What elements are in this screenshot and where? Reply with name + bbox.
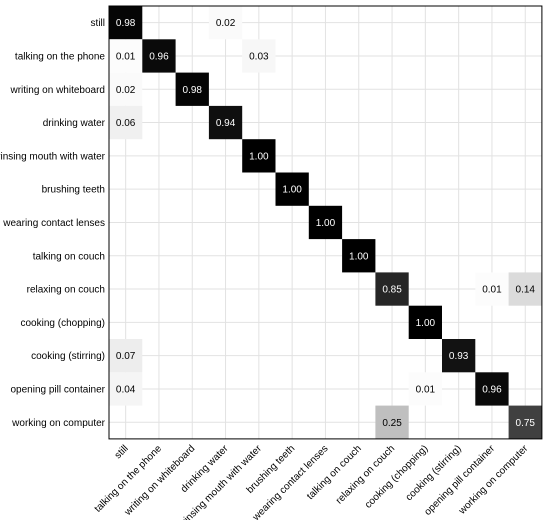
cell-value-label: 0.98 bbox=[116, 18, 136, 29]
cell-value-label: 1.00 bbox=[282, 185, 302, 196]
cell-value-label: 0.96 bbox=[149, 51, 169, 62]
heatmap-cell bbox=[242, 139, 276, 173]
heatmap-cell bbox=[109, 39, 143, 73]
cell-value-label: 1.00 bbox=[349, 251, 369, 262]
matrix-cells: 0.98 0.02 0.01 0.96 0.03 0.02 0.98 0.06 0.94 1.00… bbox=[109, 6, 542, 439]
cell-value-label: 0.06 bbox=[116, 118, 136, 129]
heatmap-cell bbox=[508, 272, 542, 306]
plot-frame bbox=[108, 5, 543, 440]
heatmap-cell bbox=[109, 339, 143, 373]
heatmap-cell bbox=[175, 72, 209, 106]
heatmap-cell bbox=[442, 339, 476, 373]
heatmap-cell bbox=[475, 272, 509, 306]
cell-value-label: 1.00 bbox=[316, 218, 336, 229]
cell-value-label: 0.01 bbox=[416, 384, 436, 395]
heatmap-cell bbox=[308, 205, 343, 240]
heatmap-cell bbox=[375, 272, 409, 306]
cell-value-label: 0.04 bbox=[116, 384, 136, 395]
heatmap-cell bbox=[375, 405, 409, 439]
heatmap-cell bbox=[109, 72, 143, 106]
cell-value-label: 0.85 bbox=[382, 285, 402, 296]
row-tick-label: rinsing mouth with water bbox=[0, 151, 106, 162]
cell-value-label: 1.00 bbox=[249, 151, 269, 162]
heatmap-cell bbox=[408, 305, 442, 339]
row-tick-label: opening pill container bbox=[10, 384, 105, 395]
cell-value-label: 0.02 bbox=[216, 18, 236, 29]
cell-value-label: 0.98 bbox=[183, 85, 203, 96]
grid-lines bbox=[109, 6, 542, 439]
row-tick-label: relaxing on couch bbox=[27, 285, 105, 296]
cell-value-label: 0.94 bbox=[216, 118, 236, 129]
heatmap-cell bbox=[109, 6, 143, 40]
row-tick-label: cooking (chopping) bbox=[21, 318, 106, 329]
heatmap-cell bbox=[508, 405, 542, 439]
row-tick-label: brushing teeth bbox=[42, 185, 105, 196]
heatmap-cell bbox=[242, 39, 276, 73]
row-tick-label: writing on whiteboard bbox=[10, 85, 106, 96]
row-tick-label: talking on couch bbox=[33, 251, 105, 262]
heatmap-cell bbox=[408, 372, 442, 406]
cell-value-label: 0.01 bbox=[482, 285, 502, 296]
row-tick-label: drinking water bbox=[43, 118, 106, 129]
cell-value-label: 1.00 bbox=[416, 318, 436, 329]
cell-value-label: 0.93 bbox=[449, 351, 469, 362]
heatmap-cell bbox=[109, 372, 143, 406]
cell-value-label: 0.96 bbox=[482, 384, 502, 395]
row-labels: still talking on the phone writing on whit… bbox=[0, 18, 106, 429]
heatmap-cell bbox=[208, 105, 243, 140]
heatmap-cell bbox=[475, 372, 509, 406]
heatmap-cell bbox=[342, 239, 376, 273]
row-tick-label: working on computer bbox=[11, 418, 105, 429]
cell-value-label: 0.25 bbox=[382, 418, 402, 429]
cell-value-label: 0.03 bbox=[249, 51, 269, 62]
column-tick-label: cooking (chopping) bbox=[363, 443, 431, 511]
heatmap-cell bbox=[109, 105, 143, 140]
cell-value-label: 0.01 bbox=[116, 51, 136, 62]
row-tick-label: still bbox=[91, 18, 105, 29]
column-tick-label: still bbox=[113, 443, 131, 461]
heatmap-cell bbox=[208, 6, 243, 40]
cell-value-label: 0.75 bbox=[516, 418, 536, 429]
cell-value-label: 0.07 bbox=[116, 351, 136, 362]
heatmap-cell bbox=[275, 172, 309, 206]
column-tick-label: relaxing on couch bbox=[334, 443, 397, 506]
heatmap-cell bbox=[142, 39, 176, 73]
row-tick-label: cooking (stirring) bbox=[31, 351, 105, 362]
cell-value-label: 0.14 bbox=[516, 285, 536, 296]
row-tick-label: wearing contact lenses bbox=[2, 218, 105, 229]
cell-value-label: 0.02 bbox=[116, 85, 136, 96]
row-tick-label: talking on the phone bbox=[15, 51, 106, 62]
